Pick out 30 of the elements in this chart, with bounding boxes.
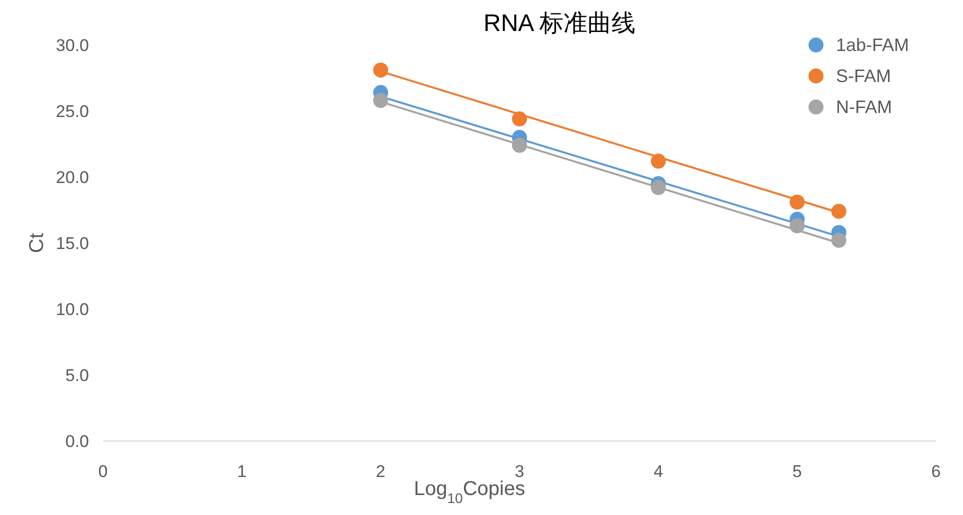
y-tick-label: 15.0 bbox=[56, 234, 89, 253]
point bbox=[790, 218, 805, 234]
x-tick-label: 6 bbox=[931, 462, 941, 481]
point bbox=[650, 180, 666, 196]
legend-label: N-FAM bbox=[836, 97, 892, 117]
point bbox=[512, 138, 527, 153]
y-tick-label: 5.0 bbox=[65, 366, 89, 385]
chart-title: RNA 标准曲线 bbox=[483, 10, 636, 37]
point bbox=[831, 204, 846, 219]
legend-label: S-FAM bbox=[836, 66, 892, 86]
y-tick-label: 30.0 bbox=[56, 36, 89, 55]
y-axis-title: Ct bbox=[26, 232, 48, 253]
x-tick-label: 5 bbox=[792, 462, 802, 481]
x-tick-label: 4 bbox=[654, 462, 664, 481]
point bbox=[373, 92, 388, 108]
x-tick-label: 1 bbox=[237, 462, 247, 481]
y-tick-label: 10.0 bbox=[56, 300, 89, 319]
x-tick-label: 2 bbox=[376, 462, 386, 481]
point bbox=[512, 111, 527, 126]
point bbox=[790, 194, 805, 210]
x-tick-label: 3 bbox=[514, 462, 524, 481]
y-tick-label: 0.0 bbox=[65, 432, 89, 451]
point bbox=[373, 62, 388, 78]
y-tick-label: 25.0 bbox=[56, 102, 89, 121]
y-tick-label: 20.0 bbox=[56, 168, 89, 187]
point bbox=[831, 232, 846, 248]
x-axis-title: Log$_{10}$Copies bbox=[414, 478, 526, 506]
point bbox=[650, 154, 666, 169]
legend-label: 1ab-FAM bbox=[836, 35, 910, 55]
x-tick-label: 0 bbox=[98, 462, 108, 481]
